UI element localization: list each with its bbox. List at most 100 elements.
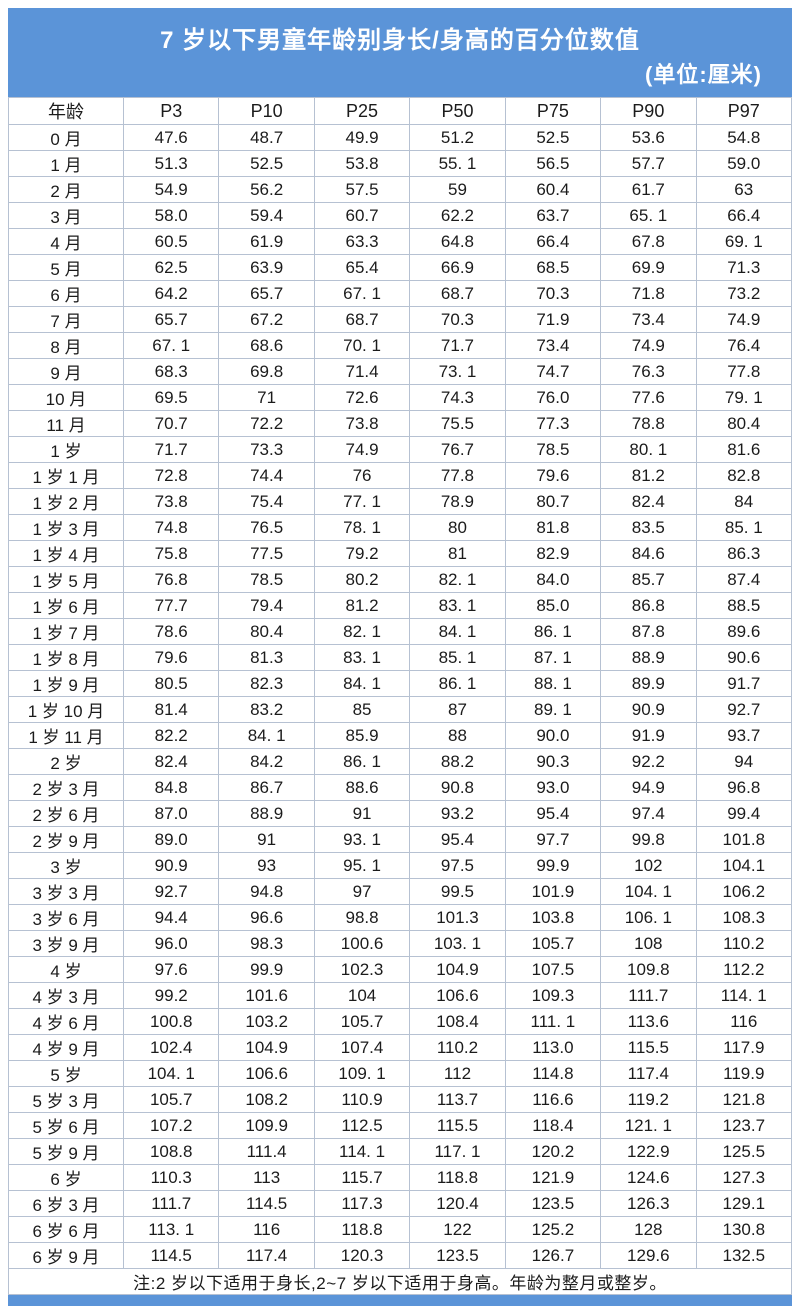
age-cell: 5 岁 9 月 — [8, 1138, 124, 1165]
age-cell: 1 岁 11 月 — [8, 722, 124, 749]
percentile-value-cell: 123.5 — [409, 1242, 506, 1269]
percentile-value-cell: 99.2 — [122, 982, 220, 1009]
percentile-value-cell: 77.5 — [218, 540, 315, 567]
percentile-value-cell: 83.5 — [600, 514, 697, 541]
age-cell: 2 岁 6 月 — [8, 800, 124, 827]
percentile-value-cell: 78.5 — [218, 566, 315, 593]
percentile-value-cell: 66.9 — [409, 254, 506, 281]
percentile-value-cell: 79.6 — [504, 462, 602, 489]
percentile-value-cell: 113. 1 — [122, 1216, 220, 1243]
percentile-value-cell: 111.4 — [218, 1138, 315, 1165]
age-cell: 5 岁 3 月 — [8, 1086, 124, 1113]
age-cell: 3 岁 — [8, 852, 124, 879]
percentile-value-cell: 54.8 — [695, 124, 793, 151]
percentile-value-cell: 96.6 — [218, 904, 315, 931]
percentile-value-cell: 132.5 — [695, 1242, 793, 1269]
percentile-value-cell: 91.9 — [600, 722, 697, 749]
percentile-value-cell: 112.5 — [313, 1112, 411, 1139]
percentile-value-cell: 115.5 — [600, 1034, 697, 1061]
table-row: 1 岁 7 月 78.6 80.4 82. 1 84. 1 86. 1 87.8 89.6 — [8, 618, 793, 645]
percentile-value-cell: 97.6 — [122, 956, 220, 983]
percentile-value-cell: 73.3 — [218, 436, 315, 463]
age-cell: 3 岁 6 月 — [8, 904, 124, 931]
percentile-value-cell: 117.3 — [313, 1190, 411, 1217]
percentile-value-cell: 127.3 — [695, 1164, 793, 1191]
table-row: 9 月 68.3 69.8 71.4 73. 1 74.7 76.3 77.8 — [8, 358, 793, 385]
percentile-value-cell: 99.9 — [504, 852, 602, 879]
table-row: 1 岁 9 月 80.5 82.3 84. 1 86. 1 88. 1 89.9 91.7 — [8, 670, 793, 697]
age-cell: 3 月 — [8, 202, 124, 229]
percentile-value-cell: 82. 1 — [313, 618, 411, 645]
percentile-value-cell: 86. 1 — [313, 748, 411, 775]
table-row: 5 岁 6 月 107.2 109.9 112.5 115.5 118.4 121. 1 12… — [8, 1112, 793, 1139]
percentile-value-cell: 113 — [218, 1164, 315, 1191]
age-cell: 11 月 — [8, 410, 124, 437]
percentile-value-cell: 97 — [313, 878, 411, 905]
percentile-value-cell: 86.7 — [218, 774, 315, 801]
percentile-value-cell: 109.9 — [218, 1112, 315, 1139]
percentile-value-cell: 67.2 — [218, 306, 315, 333]
percentile-value-cell: 119.2 — [600, 1086, 697, 1113]
table-row: 1 岁 11 月 82.2 84. 1 85.9 88 90.0 91.9 93.7 — [8, 722, 793, 749]
percentile-value-cell: 108.4 — [409, 1008, 506, 1035]
percentile-value-cell: 80 — [409, 514, 506, 541]
percentile-value-cell: 84.6 — [600, 540, 697, 567]
percentile-value-cell: 66.4 — [504, 228, 602, 255]
age-cell: 2 岁 9 月 — [8, 826, 124, 853]
percentile-value-cell: 90.9 — [122, 852, 220, 879]
percentile-value-cell: 112.2 — [695, 956, 793, 983]
age-cell: 5 月 — [8, 254, 124, 281]
percentile-value-cell: 76.8 — [122, 566, 220, 593]
percentile-value-cell: 88. 1 — [504, 670, 602, 697]
percentile-value-cell: 76.0 — [504, 384, 602, 411]
percentile-value-cell: 98.8 — [313, 904, 411, 931]
age-cell: 1 岁 8 月 — [8, 644, 124, 671]
percentile-value-cell: 106.6 — [409, 982, 506, 1009]
percentile-value-cell: 66.4 — [695, 202, 793, 229]
percentile-value-cell: 80.7 — [504, 488, 602, 515]
table-row: 1 岁 10 月 81.4 83.2 85 87 89. 1 90.9 92.7 — [8, 696, 793, 723]
percentile-value-cell: 63.9 — [218, 254, 315, 281]
percentile-value-cell: 81.3 — [218, 644, 315, 671]
percentile-value-cell: 113.0 — [504, 1034, 602, 1061]
column-header-p97: P97 — [695, 97, 793, 125]
percentile-value-cell: 54.9 — [122, 176, 220, 203]
percentile-value-cell: 104 — [313, 982, 411, 1009]
percentile-value-cell: 51.2 — [409, 124, 506, 151]
percentile-value-cell: 71.8 — [600, 280, 697, 307]
percentile-value-cell: 51.3 — [122, 150, 220, 177]
percentile-value-cell: 105.7 — [122, 1086, 220, 1113]
percentile-value-cell: 94 — [695, 748, 793, 775]
table-row: 5 岁 3 月 105.7 108.2 110.9 113.7 116.6 119.2 121… — [8, 1086, 793, 1113]
percentile-value-cell: 87.4 — [695, 566, 793, 593]
percentile-value-cell: 94.4 — [122, 904, 220, 931]
percentile-value-cell: 59.0 — [695, 150, 793, 177]
percentile-value-cell: 101.3 — [409, 904, 506, 931]
percentile-value-cell: 73.2 — [695, 280, 793, 307]
percentile-value-cell: 68.3 — [122, 358, 220, 385]
percentile-value-cell: 65.7 — [218, 280, 315, 307]
percentile-value-cell: 82.8 — [695, 462, 793, 489]
age-cell: 1 岁 3 月 — [8, 514, 124, 541]
age-cell: 4 岁 3 月 — [8, 982, 124, 1009]
age-cell: 9 月 — [8, 358, 124, 385]
percentile-value-cell: 82. 1 — [409, 566, 506, 593]
percentile-value-cell: 117. 1 — [409, 1138, 506, 1165]
table-row: 11 月 70.7 72.2 73.8 75.5 77.3 78.8 80.4 — [8, 410, 793, 437]
percentile-value-cell: 69. 1 — [695, 228, 793, 255]
percentile-value-cell: 121.8 — [695, 1086, 793, 1113]
page-title: 7 岁以下男童年龄别身长/身高的百分位数值 — [160, 27, 640, 54]
age-cell: 6 岁 — [8, 1164, 124, 1191]
percentile-value-cell: 117.9 — [695, 1034, 793, 1061]
percentile-value-cell: 74.9 — [313, 436, 411, 463]
percentile-value-cell: 89. 1 — [504, 696, 602, 723]
table-row: 1 岁 71.7 73.3 74.9 76.7 78.5 80. 1 81.6 — [8, 436, 793, 463]
percentile-value-cell: 62.2 — [409, 202, 506, 229]
percentile-value-cell: 67. 1 — [122, 332, 220, 359]
percentile-value-cell: 56.2 — [218, 176, 315, 203]
percentile-value-cell: 82.2 — [122, 722, 220, 749]
percentile-value-cell: 65.7 — [122, 306, 220, 333]
percentile-value-cell: 91.7 — [695, 670, 793, 697]
percentile-value-cell: 76 — [313, 462, 411, 489]
percentile-value-cell: 116 — [218, 1216, 315, 1243]
